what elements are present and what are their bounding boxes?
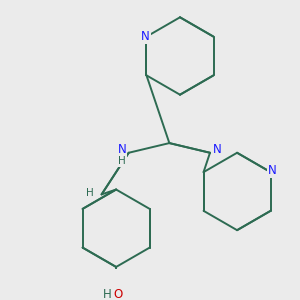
Text: N: N [141,30,150,43]
Text: N: N [118,143,126,156]
Text: O: O [113,287,123,300]
Text: H: H [118,157,126,166]
Text: H: H [86,188,94,198]
Text: H: H [103,287,112,300]
Text: N: N [268,164,277,177]
Text: N: N [212,143,221,156]
